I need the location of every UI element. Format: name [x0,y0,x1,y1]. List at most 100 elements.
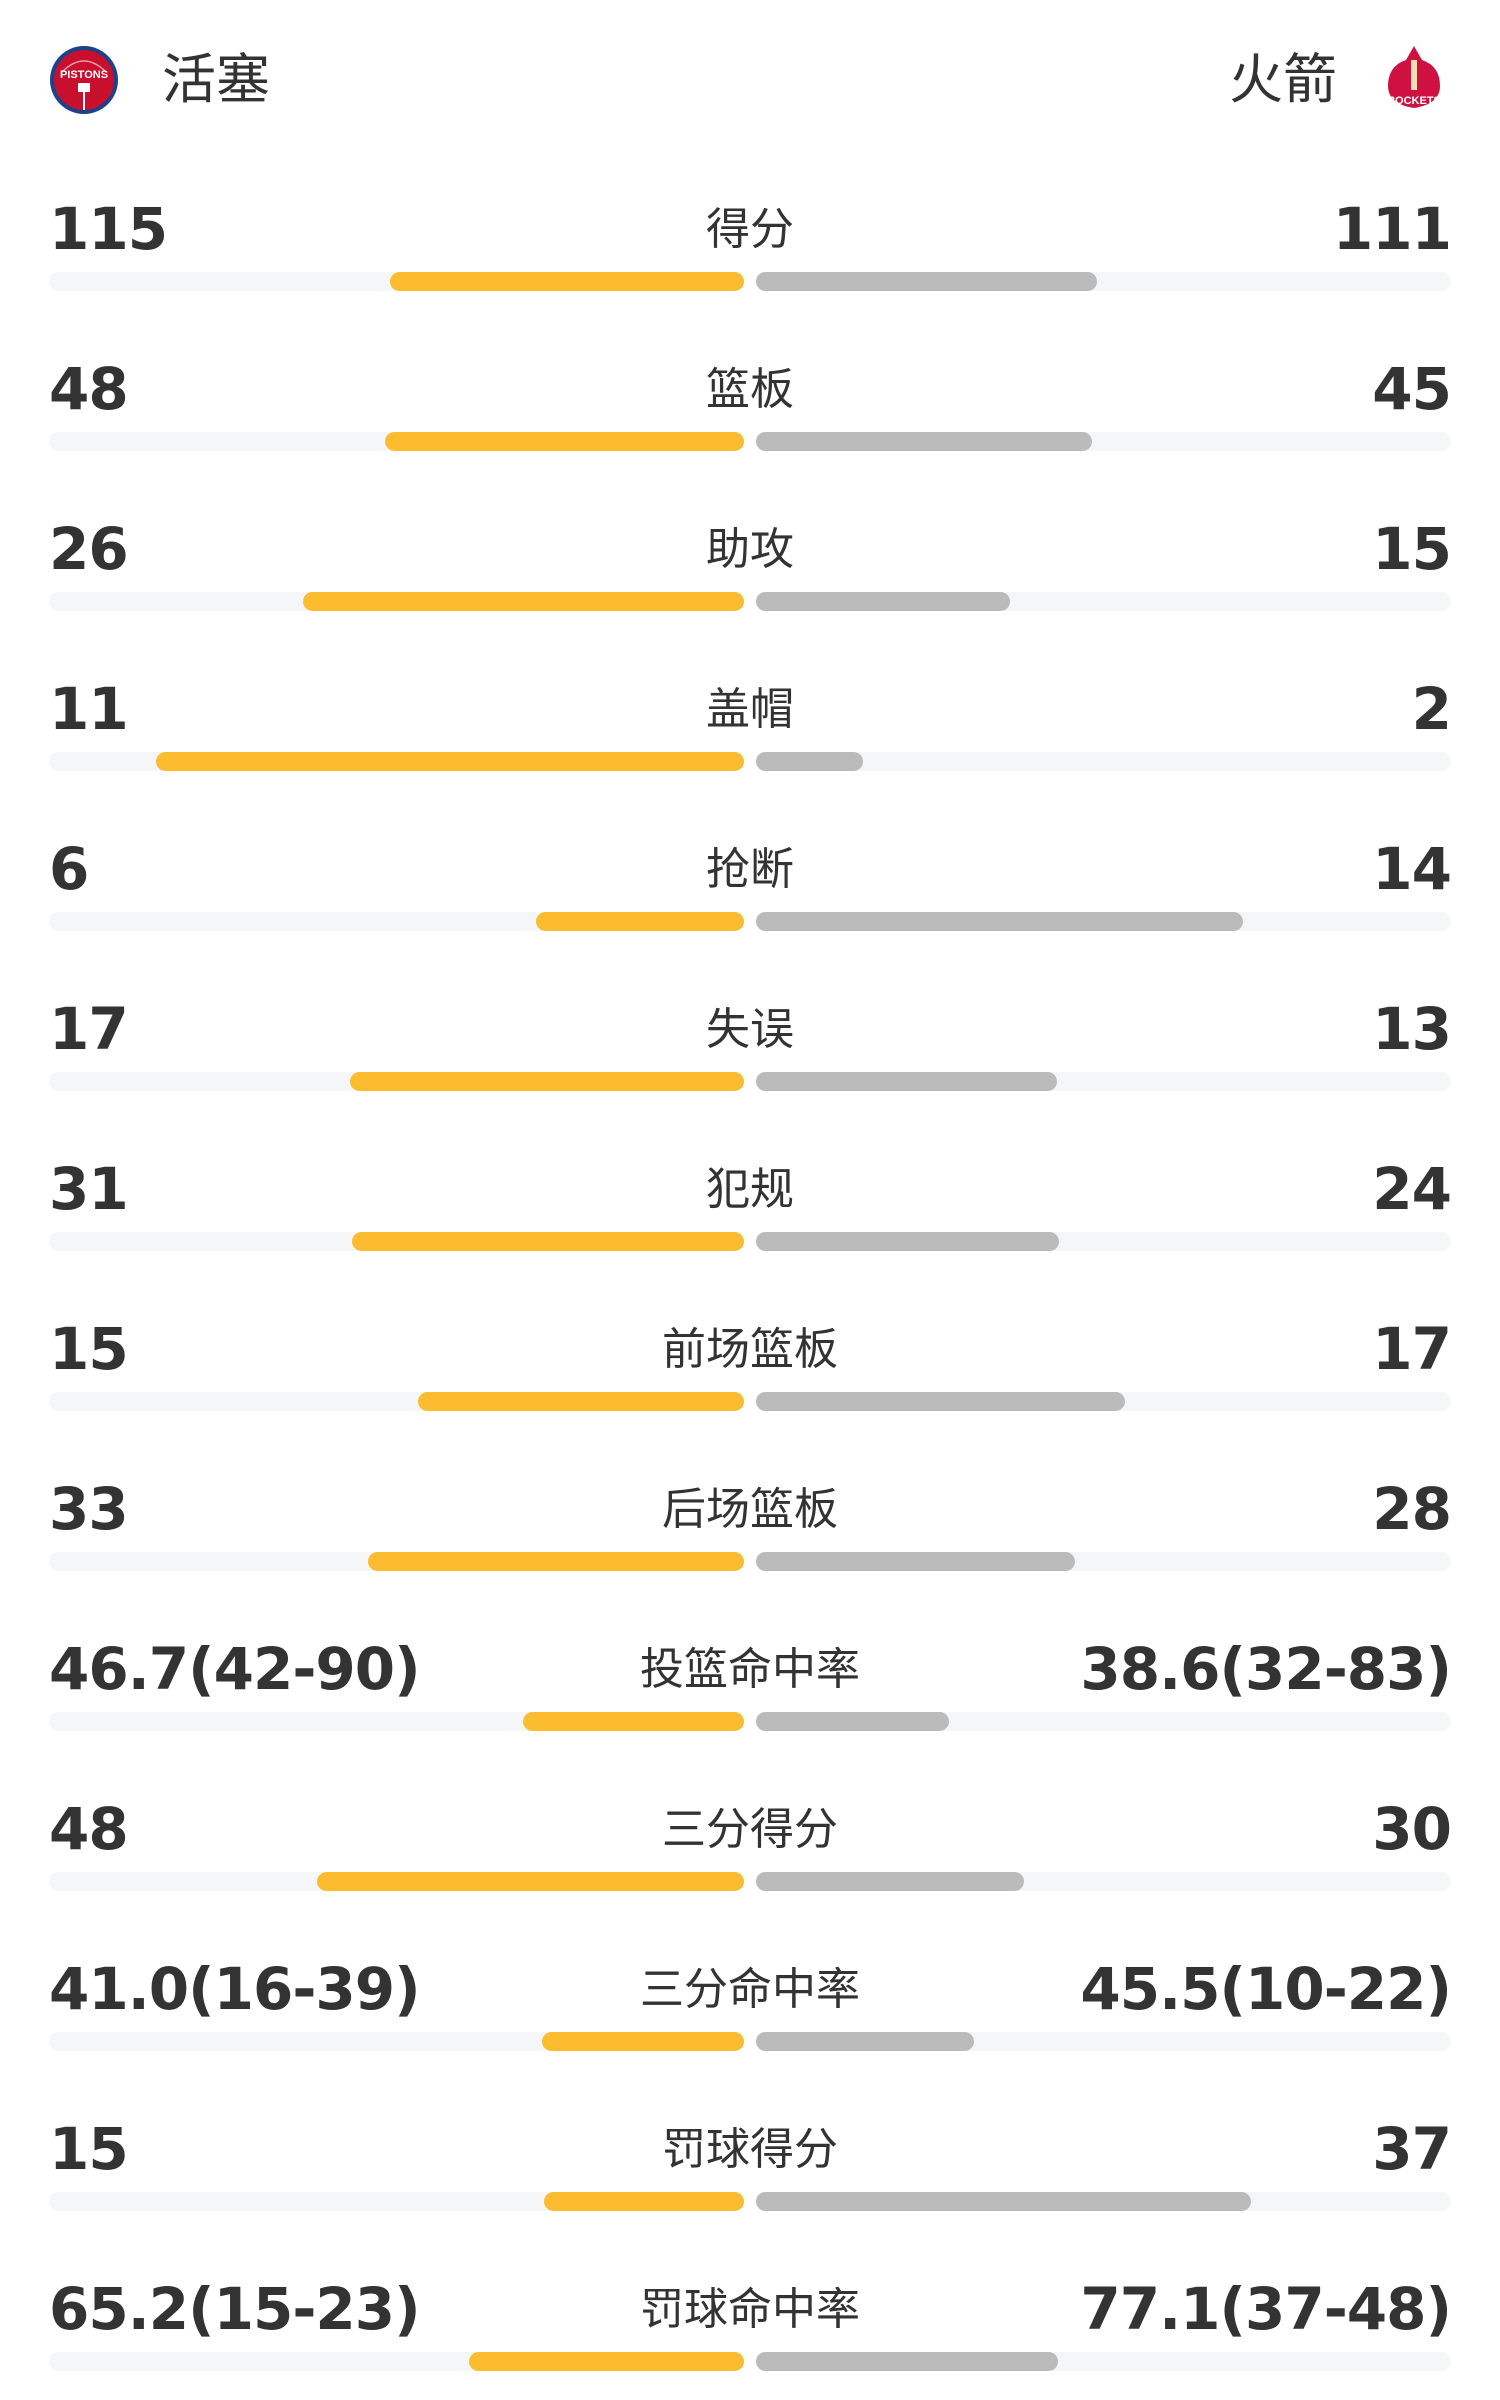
home-bar-fill [156,752,744,771]
away-bar-track [756,432,1451,451]
away-bar-track [756,912,1451,931]
away-bar-fill [756,2192,1251,2211]
stat-label: 后场篮板 [662,1484,838,1535]
stat-row: 26 助攻 15 [0,480,1500,640]
home-bar-fill [469,2352,744,2371]
home-bar-fill [385,432,744,451]
away-stat-value: 45 [1372,355,1452,423]
svg-text:PISTONS: PISTONS [60,69,108,81]
away-team-name[interactable]: 火箭 [1229,48,1337,111]
away-bar-track [756,1232,1451,1251]
home-team-name[interactable]: 活塞 [162,48,270,111]
away-stat-value: 30 [1372,1795,1452,1863]
away-bar-track [756,1072,1451,1091]
home-bar-track [49,1072,744,1091]
home-bar-track [49,2352,744,2371]
away-bar-fill [756,1552,1075,1571]
stat-label-wrap: 助攻 [0,522,1500,578]
pistons-logo-icon[interactable]: PISTONS [48,44,120,116]
stat-label-wrap: 前场篮板 [0,1322,1500,1378]
home-bar-fill [541,2032,744,2051]
home-bar-track [49,752,744,771]
away-bar-track [756,1552,1451,1571]
stat-label-wrap: 得分 [0,202,1500,258]
stat-label: 罚球命中率 [640,2284,860,2335]
stat-label: 失误 [706,1004,794,1055]
home-stat-value: 15 [49,2115,129,2183]
away-bar-track [756,1872,1451,1891]
stat-label: 抢断 [706,844,794,895]
home-bar-fill [543,2192,744,2211]
away-bar-fill [756,2032,974,2051]
stat-row: 115 得分 111 [0,160,1500,320]
stat-label: 三分得分 [662,1804,838,1855]
stat-label-wrap: 篮板 [0,362,1500,418]
away-stat-value: 15 [1372,515,1452,583]
stat-label: 助攻 [706,524,794,575]
stat-label: 得分 [706,204,794,255]
away-bar-fill [756,432,1093,451]
home-stat-value: 48 [49,1795,129,1863]
away-bar-track [756,752,1451,771]
stat-label-wrap: 罚球得分 [0,2122,1500,2178]
teams-header: PISTONS 活塞 火箭 ROCKETS [0,0,1500,160]
home-bar-track [49,1712,744,1731]
home-stat-value: 41.0(16-39) [49,1955,421,2023]
rockets-logo-icon[interactable]: ROCKETS [1378,44,1450,116]
away-bar-fill [756,1072,1057,1091]
stat-row: 15 前场篮板 17 [0,1280,1500,1440]
away-bar-fill [756,1712,950,1731]
home-bar-fill [535,912,744,931]
stat-row: 46.7(42-90) 投篮命中率 38.6(32-83) [0,1600,1500,1760]
home-bar-track [49,2032,744,2051]
home-bar-fill [352,1232,744,1251]
stat-label-wrap: 盖帽 [0,682,1500,738]
stat-label-wrap: 后场篮板 [0,1482,1500,1538]
home-bar-track [49,2192,744,2211]
stat-label: 犯规 [706,1164,794,1215]
home-stat-value: 115 [49,195,168,263]
away-bar-fill [756,1392,1126,1411]
away-bar-track [756,2352,1451,2371]
away-stat-value: 28 [1372,1475,1452,1543]
home-bar-track [49,1872,744,1891]
stat-row: 31 犯规 24 [0,1120,1500,1280]
away-stat-value: 38.6(32-83) [1080,1635,1452,1703]
stat-label: 盖帽 [706,684,794,735]
home-stat-value: 33 [49,1475,129,1543]
stat-label-wrap: 犯规 [0,1162,1500,1218]
home-bar-track [49,272,744,291]
away-bar-track [756,1712,1451,1731]
home-stat-value: 17 [49,995,129,1063]
home-bar-track [49,592,744,611]
away-bar-fill [756,1872,1024,1891]
away-stat-value: 45.5(10-22) [1080,1955,1452,2023]
stat-row: 41.0(16-39) 三分命中率 45.5(10-22) [0,1920,1500,2080]
stat-label-wrap: 三分得分 [0,1802,1500,1858]
home-stat-value: 15 [49,1315,129,1383]
away-bar-track [756,2032,1451,2051]
away-stat-value: 2 [1411,675,1452,743]
away-bar-fill [756,1232,1060,1251]
away-bar-track [756,1392,1451,1411]
stat-row: 33 后场篮板 28 [0,1440,1500,1600]
stat-label-wrap: 投篮命中率 [0,1642,1500,1698]
home-bar-track [49,1232,744,1251]
home-bar-fill [523,1712,744,1731]
stat-label: 罚球得分 [662,2124,838,2175]
away-stat-value: 37 [1372,2115,1452,2183]
away-stat-value: 111 [1332,195,1452,263]
home-bar-track [49,1552,744,1571]
away-bar-fill [756,272,1098,291]
stat-row: 6 抢断 14 [0,800,1500,960]
home-bar-track [49,912,744,931]
away-bar-fill [756,2352,1059,2371]
away-stat-value: 14 [1372,835,1452,903]
stat-label-wrap: 三分命中率 [0,1962,1500,2018]
home-bar-fill [349,1072,744,1091]
away-bar-track [756,272,1451,291]
stat-row: 15 罚球得分 37 [0,2080,1500,2240]
away-bar-fill [756,752,864,771]
stat-label: 三分命中率 [640,1964,860,2015]
home-stat-value: 46.7(42-90) [49,1635,421,1703]
